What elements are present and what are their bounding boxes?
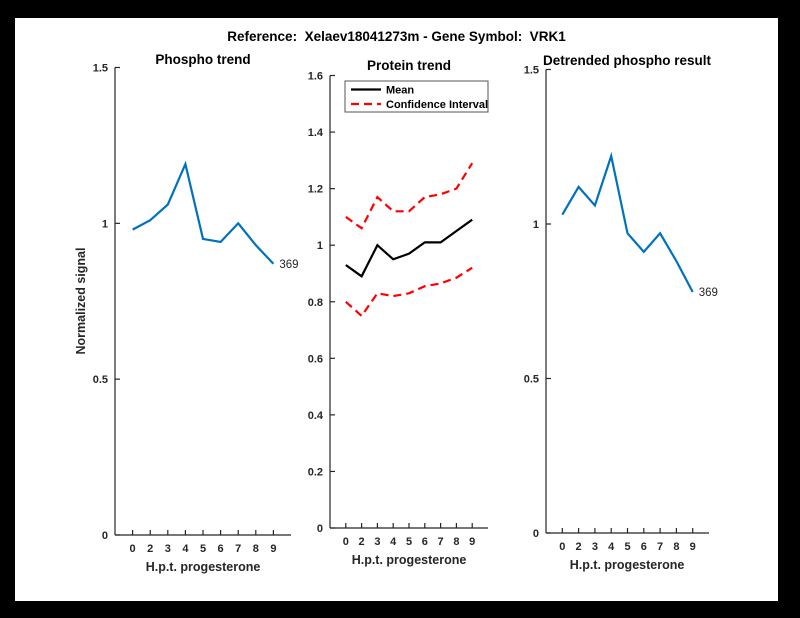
y-tick-label: 0 [102, 530, 108, 542]
x-tick-label: 6 [422, 536, 428, 548]
x-tick-label: 8 [253, 543, 259, 555]
y-tick-label: 0.5 [524, 374, 539, 386]
x-tick-label: 0 [343, 536, 349, 548]
legend-item-label: Confidence Interval [386, 99, 488, 111]
x-tick-label: 0 [559, 541, 565, 553]
y-tick-label: 0.2 [308, 466, 323, 478]
x-tick-label: 4 [182, 543, 189, 555]
y-tick-label: 1.4 [308, 127, 324, 139]
plot-title: Detrended phospho result [543, 53, 712, 68]
y-tick-label: 0 [533, 528, 539, 540]
x-tick-label: 5 [200, 543, 206, 555]
y-tick-label: 1.5 [93, 63, 108, 75]
x-tick-label: 2 [147, 543, 153, 555]
y-tick-label: 1.6 [308, 71, 323, 83]
x-tick-label: 9 [270, 543, 276, 555]
x-tick-label: 0 [130, 543, 136, 555]
y-tick-label: 1.5 [524, 65, 539, 77]
x-tick-label: 7 [438, 536, 444, 548]
detrended-phospho-plot: Detrended phospho result H.p.t. progeste… [524, 53, 718, 572]
series-line-confidence-interval-upper [345, 162, 474, 230]
plot-title: Phospho trend [155, 52, 250, 67]
y-tick-label: 1 [317, 240, 323, 252]
x-tick-label: 8 [453, 536, 459, 548]
legend: Mean Confidence Interval [344, 80, 489, 113]
y-tick-label: 1 [533, 219, 539, 231]
x-tick-label: 9 [469, 536, 475, 548]
x-tick-label: 7 [657, 541, 663, 553]
y-tick-label: 0.6 [308, 353, 323, 365]
charts-svg: Phospho trend Normalized signal H.p.t. p… [74, 52, 718, 574]
y-tick-label: 0 [317, 523, 323, 535]
x-tick-label: 3 [165, 543, 171, 555]
series-end-label: 369 [699, 287, 718, 299]
plot-title: Protein trend [367, 58, 451, 73]
series-line-mean [345, 218, 473, 278]
x-axis-label: H.p.t. progesterone [352, 553, 467, 567]
protein-trend-plot: Protein trend H.p.t. progesterone 0 0.2 0.… [308, 58, 489, 567]
x-tick-label: 2 [359, 536, 365, 548]
plot-area: 00.20.40.60.811.21.41.60 2 3 4 5 6 7 8 9MeanConf… [308, 71, 489, 548]
legend-box [344, 80, 489, 113]
x-tick-label: 6 [218, 543, 224, 555]
x-tick-label: 7 [235, 543, 241, 555]
y-axis-label: Normalized signal [74, 248, 88, 355]
y-tick-label: 1.2 [308, 184, 323, 196]
y-tick-label: 0.4 [308, 410, 324, 422]
x-tick-label: 3 [592, 541, 598, 553]
x-tick-label: 8 [673, 541, 679, 553]
series-line-phospho-signal [132, 160, 275, 265]
x-tick-label: 4 [608, 541, 615, 553]
figure-title: Reference: Xelaev18041273m - Gene Symbol… [227, 29, 566, 44]
series-end-label: 369 [279, 259, 298, 271]
y-tick-label: 1 [102, 218, 108, 230]
x-tick-label: 9 [690, 541, 696, 553]
x-tick-label: 5 [624, 541, 630, 553]
y-tick-label: 0.8 [308, 297, 323, 309]
x-tick-label: 6 [641, 541, 647, 553]
x-tick-label: 2 [576, 541, 582, 553]
phospho-trend-plot: Phospho trend Normalized signal H.p.t. p… [74, 52, 299, 574]
x-tick-label: 5 [406, 536, 412, 548]
series-line-detrended-phospho-signal [561, 151, 694, 293]
y-tick-label: 0.5 [93, 374, 108, 386]
x-tick-label: 3 [374, 536, 380, 548]
series-line-confidence-interval-lower [345, 266, 473, 318]
x-axis-label: H.p.t. progesterone [570, 558, 685, 572]
figure-canvas: Reference: Xelaev18041273m - Gene Symbol… [15, 18, 778, 601]
legend-item-label: Mean [386, 85, 414, 97]
x-axis-label: H.p.t. progesterone [146, 560, 261, 574]
x-tick-label: 4 [390, 536, 397, 548]
